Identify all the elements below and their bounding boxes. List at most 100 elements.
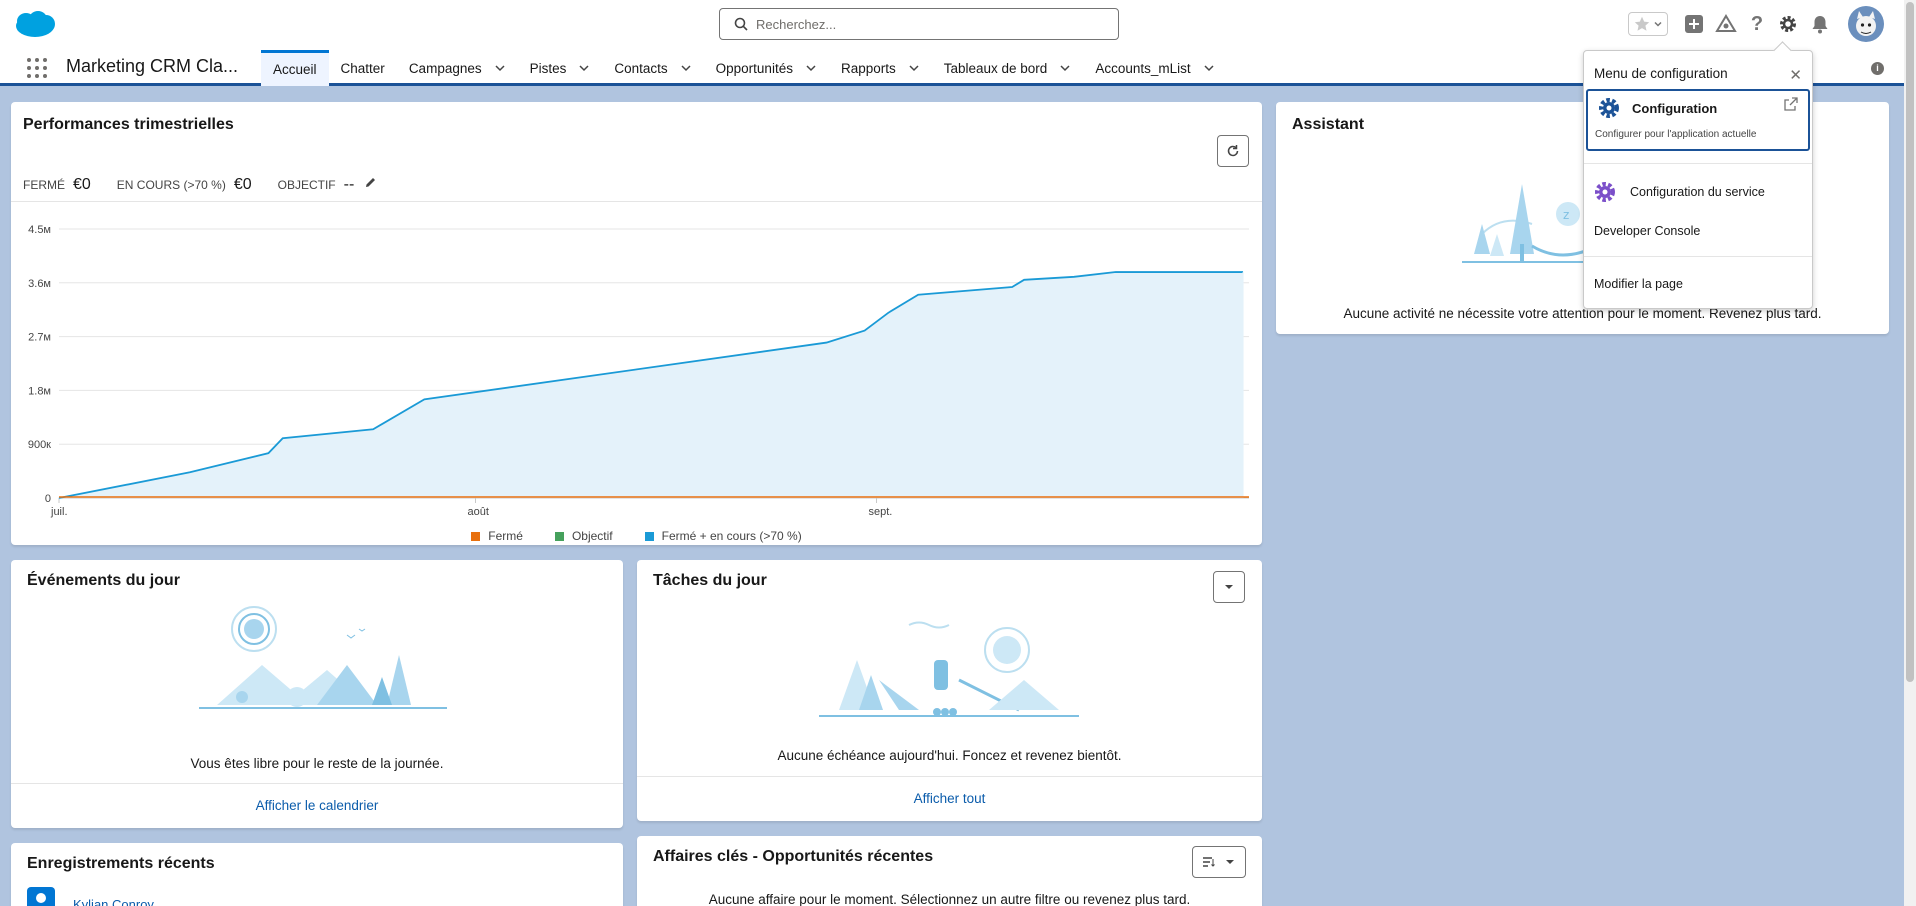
todays-events-card: Événements du jour Vous êtes libre pour … bbox=[11, 560, 623, 828]
card-title: Enregistrements récents bbox=[27, 855, 215, 872]
chevron-down-icon[interactable] bbox=[494, 62, 506, 74]
info-icon[interactable]: i bbox=[1871, 62, 1884, 75]
view-calendar-label: Afficher le calendrier bbox=[255, 798, 379, 813]
search-icon bbox=[734, 17, 748, 31]
user-avatar[interactable] bbox=[1848, 6, 1884, 42]
setup-menu-item-edit-page[interactable]: Modifier la page bbox=[1594, 277, 1683, 291]
tasks-illustration bbox=[819, 621, 1079, 717]
search-placeholder: Recherchez... bbox=[756, 16, 837, 32]
legend-item[interactable]: Fermé + en cours (>70 %) bbox=[644, 529, 802, 543]
legend-label: Fermé bbox=[488, 529, 523, 543]
open-value: €0 bbox=[233, 176, 252, 193]
setup-menu-popover: Menu de configuration ✕ Configuration Co… bbox=[1583, 50, 1813, 309]
tab-tableaux-de-bord[interactable]: Tableaux de bord bbox=[932, 50, 1084, 86]
chevron-down-icon[interactable] bbox=[908, 62, 920, 74]
deals-filter-dropdown[interactable] bbox=[1192, 846, 1246, 878]
help-icon[interactable]: ? bbox=[1750, 12, 1764, 35]
tab-label: Pistes bbox=[529, 60, 567, 76]
page-scrollbar[interactable] bbox=[1904, 0, 1916, 906]
closed-value: €0 bbox=[73, 176, 91, 193]
app-launcher-icon[interactable] bbox=[27, 58, 47, 78]
tab-chatter[interactable]: Chatter bbox=[329, 50, 397, 86]
chevron-down-icon[interactable] bbox=[805, 62, 817, 74]
tasks-filter-dropdown[interactable] bbox=[1213, 571, 1245, 603]
developer-console-label: Developer Console bbox=[1594, 224, 1701, 238]
setup-menu-item-configuration[interactable]: Configuration Configurer pour l'applicat… bbox=[1586, 89, 1810, 151]
svg-text:z: z bbox=[1563, 208, 1569, 222]
edit-page-label: Modifier la page bbox=[1594, 277, 1683, 291]
y-tick-label: 1.8м bbox=[28, 385, 51, 397]
trailhead-icon[interactable] bbox=[1714, 12, 1738, 36]
edit-pencil-icon[interactable] bbox=[364, 176, 377, 189]
tab-rapports[interactable]: Rapports bbox=[829, 50, 932, 86]
salesforce-logo-icon[interactable] bbox=[14, 10, 56, 43]
tab-label: Rapports bbox=[840, 60, 896, 76]
tab-accounts-mlist[interactable]: Accounts_mList bbox=[1083, 50, 1226, 86]
chevron-down-icon bbox=[1225, 585, 1233, 589]
setup-gear-icon bbox=[1599, 98, 1619, 118]
chevron-down-icon bbox=[1654, 21, 1662, 27]
open-new-window-icon[interactable] bbox=[1784, 97, 1798, 111]
chevron-down-icon[interactable] bbox=[1203, 62, 1215, 74]
app-name: Marketing CRM Cla... bbox=[66, 56, 239, 76]
sort-list-icon bbox=[1203, 857, 1215, 867]
recent-records-card: Enregistrements récents Kylian Conroy bbox=[11, 843, 623, 906]
close-icon[interactable]: ✕ bbox=[1789, 67, 1802, 84]
tab-contacts[interactable]: Contacts bbox=[602, 50, 703, 86]
legend-swatch bbox=[554, 532, 564, 542]
service-setup-label: Configuration du service bbox=[1630, 185, 1765, 199]
key-deals-card: Affaires clés - Opportunités récentes Au… bbox=[637, 836, 1262, 906]
chevron-down-icon[interactable] bbox=[578, 62, 590, 74]
tab-opportunit-s[interactable]: Opportunités bbox=[704, 50, 829, 86]
nav-tabs: Accueil Chatter Campagnes Pistes Contacts Opp… bbox=[261, 50, 1227, 86]
closed-label: FERMÉ bbox=[23, 178, 65, 192]
legend-label: Fermé + en cours (>70 %) bbox=[661, 529, 802, 543]
notifications-bell-icon[interactable] bbox=[1808, 12, 1832, 36]
x-tick-label: juil. bbox=[50, 506, 68, 518]
configuration-subtitle: Configurer pour l'application actuelle bbox=[1595, 129, 1757, 140]
deals-empty-text: Aucune affaire pour le moment. Sélection… bbox=[708, 892, 1191, 906]
setup-menu-title: Menu de configuration bbox=[1594, 66, 1728, 81]
setup-menu-item-service-setup[interactable]: Configuration du service bbox=[1594, 181, 1765, 203]
setup-menu-item-developer-console[interactable]: Developer Console bbox=[1594, 224, 1700, 238]
star-icon bbox=[1634, 16, 1650, 31]
refresh-icon bbox=[1227, 145, 1239, 157]
tab-label: Contacts bbox=[614, 60, 668, 76]
events-illustration bbox=[199, 606, 447, 709]
view-calendar-link[interactable]: Afficher le calendrier bbox=[11, 783, 623, 827]
tab-label: Tableaux de bord bbox=[943, 60, 1048, 76]
view-all-tasks-link[interactable]: Afficher tout bbox=[637, 776, 1262, 820]
tab-label: Opportunités bbox=[715, 60, 793, 76]
chart-legend: Fermé Objectif Fermé + en cours (>70 %) bbox=[11, 529, 1262, 543]
x-tick-label: sept. bbox=[869, 506, 893, 518]
chevron-down-icon[interactable] bbox=[680, 62, 692, 74]
kpi-row: FERMÉ €0 EN COURS (>70 %) €0 OBJECTIF -- bbox=[23, 176, 377, 194]
performance-chart: 0 900к 1.8м 2.7м 3.6м 4.5м juil. août sept. bbox=[28, 224, 1249, 518]
legend-swatch bbox=[644, 532, 654, 542]
refresh-button[interactable] bbox=[1217, 135, 1249, 167]
legend-label: Objectif bbox=[571, 529, 613, 543]
y-tick-label: 2.7м bbox=[28, 332, 51, 344]
view-all-label: Afficher tout bbox=[913, 791, 986, 806]
global-search-input[interactable]: Recherchez... bbox=[719, 8, 1119, 40]
recent-record-link[interactable]: Kylian Conroy bbox=[73, 897, 154, 906]
open-label: EN COURS (>70 %) bbox=[116, 178, 226, 192]
card-title: Tâches du jour bbox=[653, 572, 767, 589]
y-tick-label: 3.6м bbox=[28, 278, 51, 290]
legend-item[interactable]: Fermé bbox=[471, 529, 523, 543]
tab-label: Campagnes bbox=[408, 60, 482, 76]
tab-campagnes[interactable]: Campagnes bbox=[397, 50, 518, 86]
favorites-button[interactable] bbox=[1628, 12, 1668, 36]
tab-accueil[interactable]: Accueil bbox=[261, 50, 329, 86]
series-area-closed-plus-open bbox=[59, 272, 1244, 498]
tab-pistes[interactable]: Pistes bbox=[518, 50, 603, 86]
setup-gear-icon[interactable] bbox=[1776, 12, 1800, 36]
global-actions-add-icon[interactable] bbox=[1682, 12, 1706, 36]
todays-tasks-card: Tâches du jour Aucune échéance aujourd'h… bbox=[637, 560, 1262, 821]
configuration-title: Configuration bbox=[1632, 101, 1718, 116]
series-line-closed-plus-open bbox=[58, 271, 1244, 499]
legend-item[interactable]: Objectif bbox=[554, 529, 613, 543]
card-title: Affaires clés - Opportunités récentes bbox=[653, 848, 934, 865]
legend-swatch bbox=[471, 532, 481, 542]
chevron-down-icon[interactable] bbox=[1059, 62, 1071, 74]
